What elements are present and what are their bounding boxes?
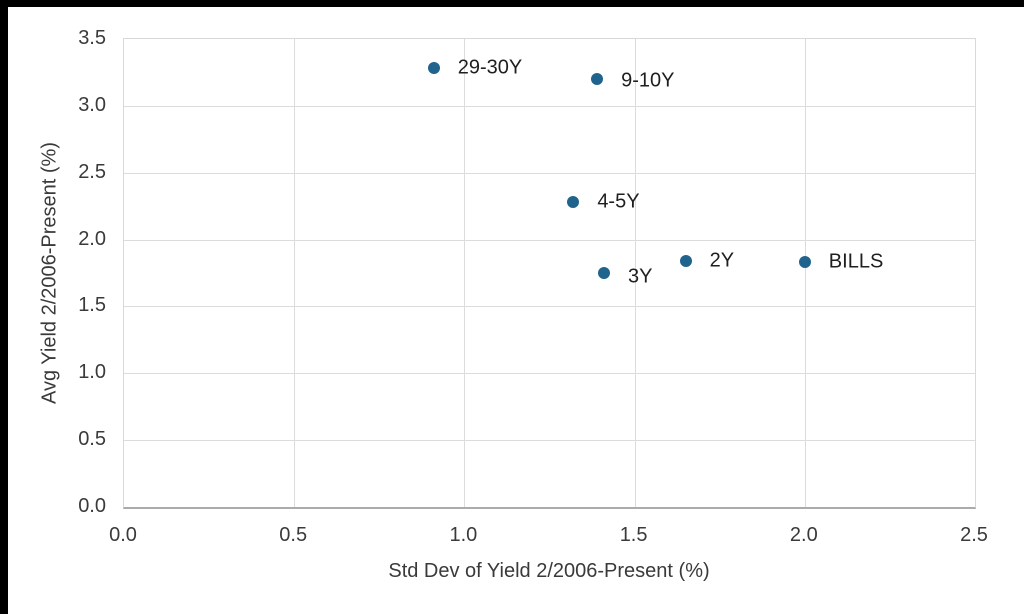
x-axis-title: Std Dev of Yield 2/2006-Present (%) xyxy=(388,560,710,582)
x-tick-label: 1.0 xyxy=(449,524,478,546)
gridline-vertical xyxy=(464,39,466,507)
screen-bezel-top xyxy=(0,0,1024,7)
x-tick-label: 2.5 xyxy=(960,524,988,546)
y-tick-label: 3.5 xyxy=(78,27,106,49)
y-tick-label: 2.5 xyxy=(78,160,106,183)
data-point xyxy=(597,267,610,279)
y-tick-label: 1.5 xyxy=(78,294,106,317)
data-point xyxy=(798,256,811,269)
gridline-horizontal xyxy=(124,172,975,174)
y-tick-label: 1.0 xyxy=(78,361,106,384)
gridline-horizontal xyxy=(124,373,975,375)
data-point xyxy=(591,73,604,86)
x-tick-label: 1.5 xyxy=(619,524,648,546)
gridline-vertical xyxy=(804,39,806,507)
gridline-horizontal xyxy=(124,306,975,308)
data-point-label: 3Y xyxy=(627,265,653,288)
x-tick-label: 2.0 xyxy=(789,524,818,546)
data-point-label: BILLS xyxy=(828,250,884,273)
plot-area: 29-30Y 9-10Y 4-5Y 3Y 2Y BILLS xyxy=(123,38,976,509)
y-tick-label: 3.0 xyxy=(78,93,106,116)
data-point-label: 2Y xyxy=(709,249,735,272)
gridline-horizontal xyxy=(124,105,975,107)
gridline-horizontal xyxy=(124,440,975,442)
data-point-label: 4-5Y xyxy=(597,190,640,213)
gridline-vertical xyxy=(634,39,636,507)
y-tick-label: 0.5 xyxy=(78,428,106,451)
data-point-label: 9-10Y xyxy=(621,69,675,92)
data-point-label: 29-30Y xyxy=(457,56,523,79)
gridline-vertical xyxy=(294,39,296,507)
data-point xyxy=(427,62,440,75)
data-point xyxy=(679,254,692,267)
x-tick-label: 0.5 xyxy=(279,524,308,546)
y-tick-label: 0.0 xyxy=(78,495,106,517)
gridline-horizontal xyxy=(124,239,975,241)
x-tick-label: 0.0 xyxy=(109,524,137,546)
y-tick-label: 2.0 xyxy=(78,227,106,250)
data-point xyxy=(567,196,580,209)
screen-bezel-left xyxy=(0,0,8,614)
